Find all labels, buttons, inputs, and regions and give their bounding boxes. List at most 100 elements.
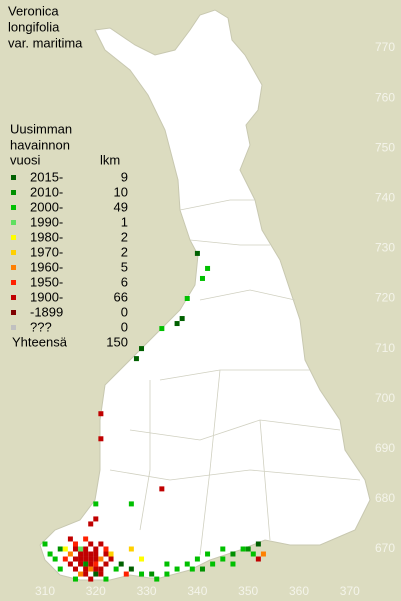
occurrence-square xyxy=(199,275,205,281)
occurrence-square xyxy=(164,561,170,567)
occurrence-square xyxy=(103,551,109,557)
legend-count: 10 xyxy=(114,184,128,199)
legend-count: 6 xyxy=(121,274,128,289)
occurrence-square xyxy=(78,561,84,567)
occurrence-square xyxy=(78,551,84,557)
occurrence-square xyxy=(52,556,58,562)
legend-header: vuosi xyxy=(10,152,40,167)
occurrence-square xyxy=(154,576,160,582)
title-line: var. maritima xyxy=(8,35,83,50)
legend-swatch xyxy=(11,235,16,240)
occurrence-square xyxy=(93,551,99,557)
occurrence-square xyxy=(139,346,145,352)
occurrence-square xyxy=(88,561,94,567)
northing-label: 770 xyxy=(375,40,395,54)
occurrence-square xyxy=(47,551,53,557)
occurrence-square xyxy=(194,556,200,562)
occurrence-square xyxy=(98,556,104,562)
legend-label: 2000- xyxy=(30,199,63,214)
northing-label: 760 xyxy=(375,90,395,104)
occurrence-square xyxy=(93,571,99,577)
occurrence-square xyxy=(78,546,84,552)
occurrence-square xyxy=(128,566,134,572)
occurrence-square xyxy=(230,551,236,557)
occurrence-square xyxy=(210,561,216,567)
occurrence-square xyxy=(194,250,200,256)
legend-header: Uusimman xyxy=(10,121,72,136)
occurrence-square xyxy=(42,541,48,547)
occurrence-square xyxy=(88,521,94,527)
occurrence-square xyxy=(72,541,78,547)
occurrence-square xyxy=(133,356,139,362)
occurrence-square xyxy=(83,556,89,562)
title-line: longifolia xyxy=(8,19,60,34)
legend-count: 2 xyxy=(121,229,128,244)
occurrence-square xyxy=(230,561,236,567)
occurrence-square xyxy=(103,561,109,567)
province-borders xyxy=(109,199,361,556)
legend-swatch xyxy=(11,175,16,180)
occurrence-square xyxy=(250,551,256,557)
occurrence-square xyxy=(128,501,134,507)
occurrence-square xyxy=(83,546,89,552)
occurrence-square xyxy=(205,551,211,557)
legend-count-header: lkm xyxy=(100,152,120,167)
easting-label: 360 xyxy=(289,584,309,598)
northing-label: 670 xyxy=(375,541,395,555)
legend-count: 49 xyxy=(114,199,128,214)
easting-label: 330 xyxy=(137,584,157,598)
occurrence-square xyxy=(164,571,170,577)
northing-label: 700 xyxy=(375,391,395,405)
easting-label: 320 xyxy=(86,584,106,598)
occurrence-square xyxy=(98,411,104,417)
legend-swatch xyxy=(11,250,16,255)
easting-label: 340 xyxy=(187,584,207,598)
legend-swatch xyxy=(11,280,16,285)
legend-label: 2015- xyxy=(30,169,63,184)
occurrence-square xyxy=(123,571,129,577)
occurrence-square xyxy=(98,436,104,442)
occurrence-square xyxy=(139,556,145,562)
occurrence-square xyxy=(139,571,145,577)
legend-swatch xyxy=(11,205,16,210)
occurrence-square xyxy=(118,561,124,567)
occurrence-square xyxy=(98,566,104,572)
legend-label: -1899 xyxy=(30,304,63,319)
occurrence-square xyxy=(108,551,114,557)
legend-swatch xyxy=(11,295,16,300)
occurrence-square xyxy=(93,556,99,562)
legend-header: havainnon xyxy=(10,137,70,152)
legend-count: 0 xyxy=(121,304,128,319)
occurrence-square xyxy=(62,546,68,552)
finland-outline xyxy=(39,9,371,581)
occurrence-square xyxy=(108,556,114,562)
legend-swatch xyxy=(11,220,16,225)
occurrence-square xyxy=(72,546,78,552)
northing-label: 730 xyxy=(375,241,395,255)
northing-label: 690 xyxy=(375,441,395,455)
occurrence-square xyxy=(57,546,63,552)
occurrence-square xyxy=(159,326,165,332)
occurrence-square xyxy=(83,571,89,577)
occurrence-square xyxy=(93,566,99,572)
occurrence-square xyxy=(93,561,99,567)
occurrence-square xyxy=(93,501,99,507)
occurrence-square xyxy=(83,551,89,557)
occurrence-square xyxy=(205,265,211,271)
occurrence-square xyxy=(103,546,109,552)
total-count: 150 xyxy=(106,334,128,349)
legend-swatch xyxy=(11,265,16,270)
occurrence-square xyxy=(83,561,89,567)
legend-swatch xyxy=(11,310,16,315)
total-label: Yhteensä xyxy=(12,334,68,349)
occurrence-square xyxy=(57,566,63,572)
legend-label: ??? xyxy=(30,319,52,334)
occurrence-square xyxy=(220,556,226,562)
legend-label: 1960- xyxy=(30,259,63,274)
occurrence-square xyxy=(67,551,73,557)
legend-count: 2 xyxy=(121,244,128,259)
legend-count: 5 xyxy=(121,259,128,274)
occurrence-square xyxy=(83,536,89,542)
easting-label: 310 xyxy=(35,584,55,598)
northing-label: 720 xyxy=(375,291,395,305)
